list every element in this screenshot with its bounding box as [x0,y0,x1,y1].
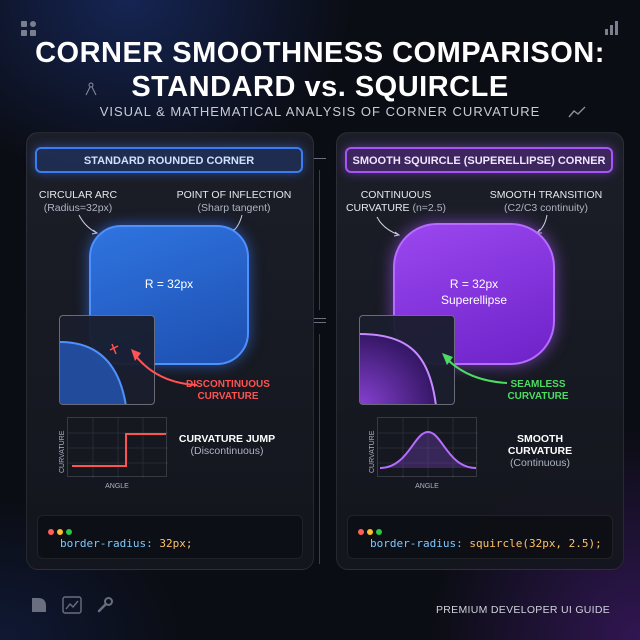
grid-dots-icon [20,20,38,41]
center-divider-top [314,158,326,159]
callout-arrow-red [131,349,198,386]
wrench-icon[interactable] [96,596,114,619]
page-title-line2: STANDARD vs. SQUIRCLE [131,71,509,103]
circular-arc-label: CIRCULAR ARC (Radius=32px) [38,189,118,214]
equals-sign-bottom [314,322,326,323]
code-snippet-squircle: border-radius: squircle(32px, 2.5); [347,515,613,559]
tab-squircle[interactable]: SMOOTH SQUIRCLE (SUPERELLIPSE) CORNER [345,147,613,173]
squircle-corner-panel: SMOOTH SQUIRCLE (SUPERELLIPSE) CORNER CO… [336,132,624,570]
seamless-callout: SEAMLESS CURVATURE [507,379,569,402]
equals-sign-top [314,318,326,319]
curvature-axis-label: CURVATURE [59,430,66,473]
standard-corner-panel: STANDARD ROUNDED CORNER CIRCULAR ARC (Ra… [26,132,314,570]
callout-arrow-green [442,353,508,384]
trend-line-icon [568,106,586,121]
footer-guide-label: PREMIUM DEVELOPER UI GUIDE [436,604,611,616]
window-dots-right [358,522,385,540]
tab-standard-rounded[interactable]: STANDARD ROUNDED CORNER [35,147,303,173]
shape-icon[interactable] [30,596,48,619]
page-title-line1: CORNER SMOOTHNESS COMPARISON: [35,37,605,69]
code-snippet-standard: border-radius: 32px; [37,515,303,559]
center-divider-line [319,170,320,310]
squircle-zoom-inset [359,315,455,405]
curvature-jump-label: CURVATURE JUMP (Discontinuous) [178,433,276,457]
smooth-curvature-graph [377,417,478,478]
window-dots [48,522,75,540]
inflection-point-label: POINT OF INFLECTION (Sharp tangent) [176,189,292,214]
center-divider-line-lower [319,334,320,564]
curvature-axis-label-right: CURVATURE [369,430,376,473]
bar-chart-icon [604,20,620,39]
compass-icon [84,82,98,99]
chart-icon[interactable] [62,596,82,619]
smooth-curvature-label: SMOOTH CURVATURE (Continuous) [507,433,573,469]
discontinuous-callout: DISCONTINUOUS CURVATURE [186,379,270,402]
angle-axis-label-right: ANGLE [415,483,439,490]
continuous-curvature-label: CONTINUOUS CURVATURE (n=2.5) [345,189,447,214]
smooth-transition-label: SMOOTH TRANSITION (C2/C3 continuity) [489,189,603,214]
page-subtitle: VISUAL & MATHEMATICAL ANALYSIS OF CORNER… [99,104,541,119]
angle-axis-label: ANGLE [105,483,129,490]
curvature-jump-graph [67,417,168,478]
